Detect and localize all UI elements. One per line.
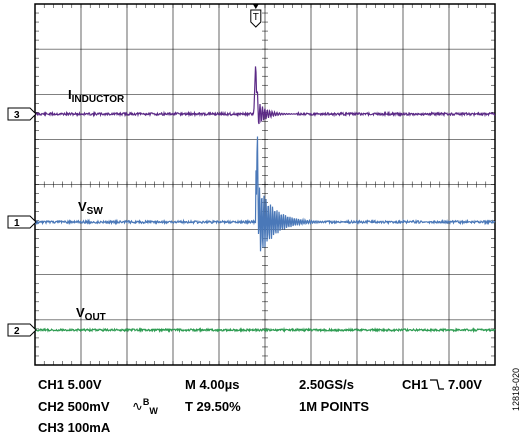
trace-vsw: [34, 136, 496, 252]
ch1-scale: CH1 5.00V: [38, 377, 102, 392]
trace-vout: [34, 326, 496, 334]
trigger-label: T: [253, 12, 259, 23]
inductor-label: IINDUCTOR: [68, 87, 125, 105]
channel-marker-label: 3: [14, 110, 20, 121]
grid: [34, 3, 496, 366]
channel-marker-box: [7, 215, 37, 229]
channel-marker-box: [7, 323, 37, 337]
oscilloscope-plot: 3 1 2 T: [7, 3, 496, 366]
trace-iinductor: [34, 66, 496, 125]
vout-label: VOUT: [76, 305, 106, 323]
channel-marker-label: 2: [14, 326, 20, 337]
trigger-marker: T: [250, 4, 262, 28]
sample-rate: 2.50GS/s: [299, 377, 354, 392]
ch3-scale: CH3 100mA: [38, 420, 111, 435]
channel-marker-1: 1: [7, 215, 37, 229]
trigger-box: [250, 9, 262, 28]
vsw-label: VSW: [78, 199, 103, 217]
traces: [34, 66, 496, 334]
ch2-scale: CH2 500mV: [38, 399, 110, 414]
bandwidth-limit: ∿BW: [132, 397, 158, 416]
channel-marker-box: [7, 107, 37, 121]
trigger-arrow: [252, 4, 259, 9]
trigger-channel: CH1: [402, 377, 429, 392]
tilde-icon: ∿: [132, 398, 143, 414]
record-length: 1M POINTS: [299, 399, 370, 414]
figure-id: 12818-020: [511, 368, 521, 412]
trigger-position: T 29.50%: [185, 399, 241, 414]
channel-markers: 3 1 2: [7, 107, 37, 337]
falling-edge-icon: [430, 379, 444, 390]
channel-marker-3: 3: [7, 107, 37, 121]
channel-marker-label: 1: [14, 218, 20, 229]
channel-marker-2: 2: [7, 323, 37, 337]
timebase: M 4.00µs: [185, 377, 240, 392]
trigger-level: 7.00V: [448, 377, 482, 392]
